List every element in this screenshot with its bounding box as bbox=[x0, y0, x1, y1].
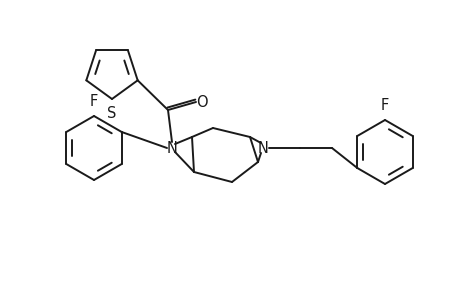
Text: O: O bbox=[196, 94, 207, 110]
Text: F: F bbox=[90, 94, 98, 109]
Text: F: F bbox=[380, 98, 388, 113]
Text: N: N bbox=[166, 140, 177, 155]
Text: S: S bbox=[107, 106, 117, 121]
Text: N: N bbox=[257, 140, 268, 155]
